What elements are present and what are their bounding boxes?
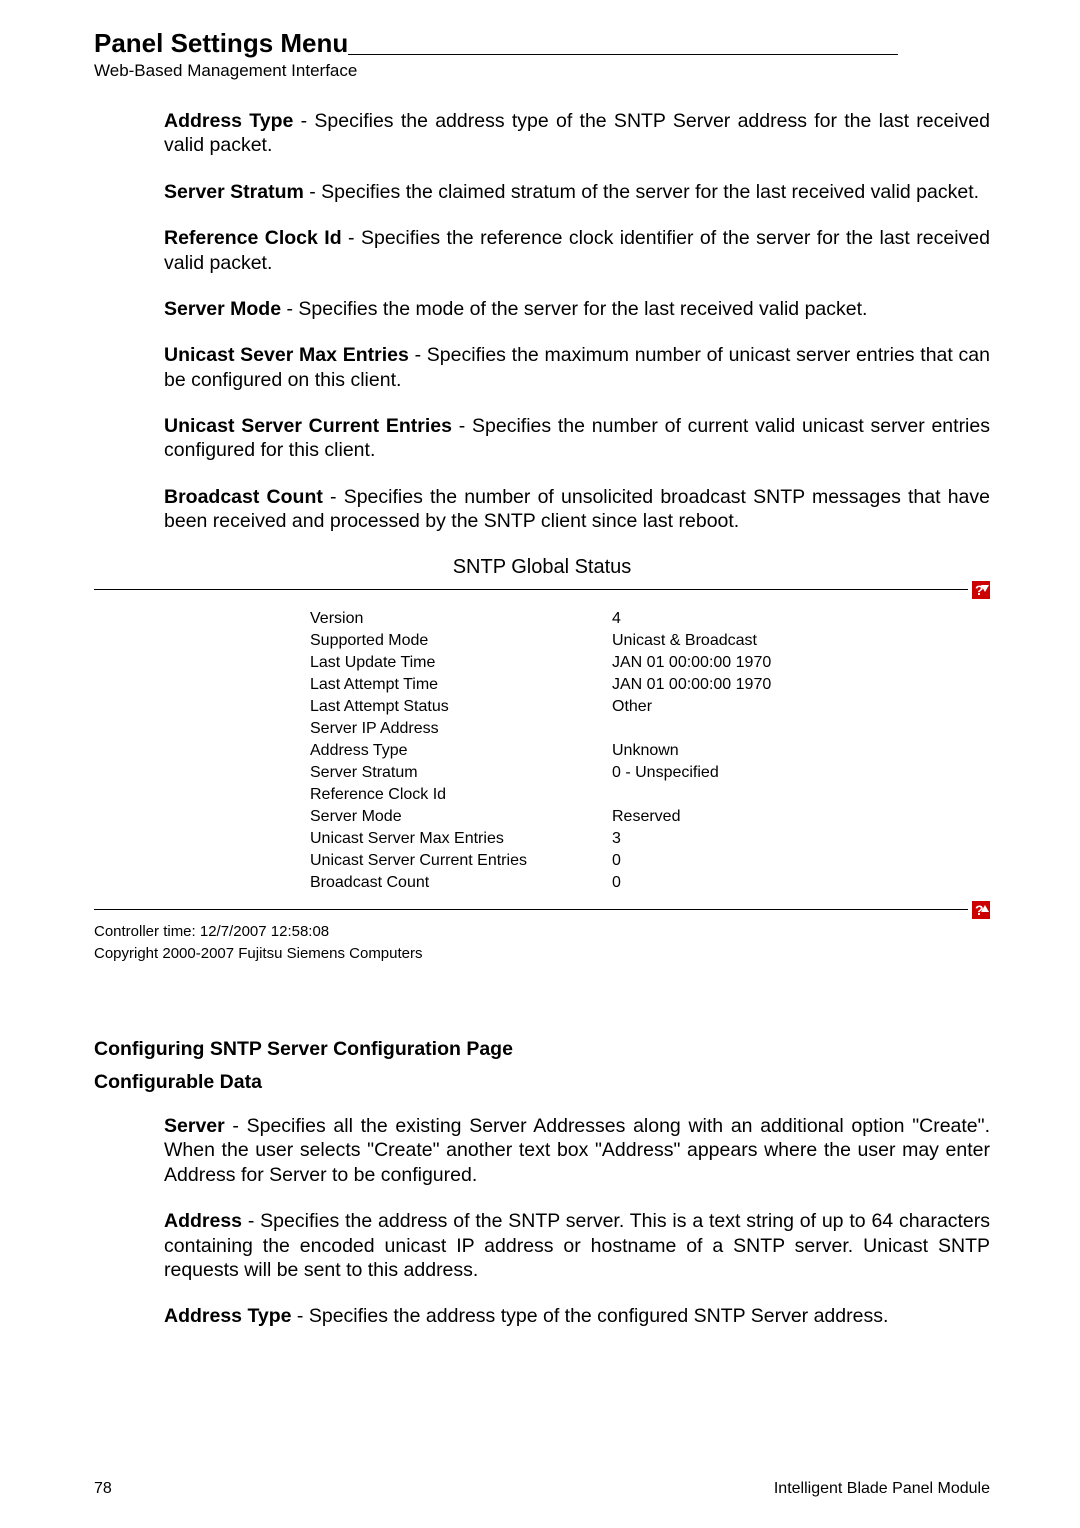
status-value: 0 - Unspecified xyxy=(612,763,771,783)
definition-term: Address xyxy=(164,1210,242,1232)
definition-item: Address Type - Specifies the address typ… xyxy=(164,1304,990,1328)
status-key: Server Stratum xyxy=(310,763,610,783)
table-row: Address TypeUnknown xyxy=(310,741,771,761)
definition-term: Unicast Sever Max Entries xyxy=(164,344,409,366)
arrow-up-icon xyxy=(981,905,989,912)
status-key: Broadcast Count xyxy=(310,873,610,893)
page-title-underline: ______________________________________ xyxy=(348,28,897,58)
status-value: Reserved xyxy=(612,807,771,827)
definition-term: Server Stratum xyxy=(164,181,304,203)
definition-item: Broadcast Count - Specifies the number o… xyxy=(164,485,990,534)
definition-term: Address Type xyxy=(164,1305,292,1327)
definition-item: Server - Specifies all the existing Serv… xyxy=(164,1114,990,1187)
status-key: Version xyxy=(310,609,610,629)
status-value: JAN 01 00:00:00 1970 xyxy=(612,675,771,695)
status-value: Unknown xyxy=(612,741,771,761)
definition-text: - Specifies the claimed stratum of the s… xyxy=(304,181,979,203)
status-key: Address Type xyxy=(310,741,610,761)
definition-term: Address Type xyxy=(164,110,293,132)
status-key: Unicast Server Current Entries xyxy=(310,851,610,871)
status-value: 0 xyxy=(612,851,771,871)
status-title: SNTP Global Status xyxy=(94,556,990,579)
definition-term: Server Mode xyxy=(164,298,281,320)
definition-text: - Specifies the address of the SNTP serv… xyxy=(164,1210,990,1281)
table-row: Server Stratum0 - Unspecified xyxy=(310,763,771,783)
definition-item: Unicast Server Current Entries - Specifi… xyxy=(164,414,990,463)
arrow-down-icon xyxy=(981,585,989,592)
page-number: 78 xyxy=(94,1480,112,1498)
copyright-line: Copyright 2000-2007 Fujitsu Siemens Comp… xyxy=(94,945,990,964)
page-title: Panel Settings Menu_____________________… xyxy=(94,28,990,59)
hr-line xyxy=(94,909,968,910)
definition-item: Server Mode - Specifies the mode of the … xyxy=(164,297,990,321)
table-row: Last Attempt StatusOther xyxy=(310,697,771,717)
section-subheading: Configurable Data xyxy=(94,1071,990,1094)
definition-item: Unicast Sever Max Entries - Specifies th… xyxy=(164,343,990,392)
status-value: 4 xyxy=(612,609,771,629)
status-value: Other xyxy=(612,697,771,717)
help-down-icon[interactable]: ? xyxy=(972,581,990,599)
table-row: Server ModeReserved xyxy=(310,807,771,827)
definition-item: Address Type - Specifies the address typ… xyxy=(164,109,990,158)
definition-item: Address - Specifies the address of the S… xyxy=(164,1209,990,1282)
table-row: Server IP Address xyxy=(310,719,771,739)
status-key: Last Attempt Status xyxy=(310,697,610,717)
table-row: Supported ModeUnicast & Broadcast xyxy=(310,631,771,651)
status-value: JAN 01 00:00:00 1970 xyxy=(612,653,771,673)
status-key: Unicast Server Max Entries xyxy=(310,829,610,849)
definition-term: Server xyxy=(164,1115,225,1137)
table-row: Last Update TimeJAN 01 00:00:00 1970 xyxy=(310,653,771,673)
definition-term: Broadcast Count xyxy=(164,486,323,508)
definition-text: - Specifies all the existing Server Addr… xyxy=(164,1115,990,1186)
config-data-block: Server - Specifies all the existing Serv… xyxy=(164,1114,990,1329)
status-value: 0 xyxy=(612,873,771,893)
definition-item: Reference Clock Id - Specifies the refer… xyxy=(164,226,990,275)
help-up-icon[interactable]: ? xyxy=(972,901,990,919)
page-subtitle: Web-Based Management Interface xyxy=(94,61,990,81)
status-key: Supported Mode xyxy=(310,631,610,651)
status-key: Last Attempt Time xyxy=(310,675,610,695)
status-value xyxy=(612,719,771,739)
status-table: Version4 Supported ModeUnicast & Broadca… xyxy=(308,607,773,895)
definition-term: Reference Clock Id xyxy=(164,227,342,249)
status-key: Last Update Time xyxy=(310,653,610,673)
definition-text: - Specifies the mode of the server for t… xyxy=(281,298,867,320)
page-title-text: Panel Settings Menu xyxy=(94,28,348,58)
section-heading: Configuring SNTP Server Configuration Pa… xyxy=(94,1038,990,1061)
table-row: Reference Clock Id xyxy=(310,785,771,805)
hr-line xyxy=(94,589,968,590)
status-value: Unicast & Broadcast xyxy=(612,631,771,651)
table-row: Version4 xyxy=(310,609,771,629)
status-key: Reference Clock Id xyxy=(310,785,610,805)
footer-text: Intelligent Blade Panel Module xyxy=(774,1480,990,1498)
definition-item: Server Stratum - Specifies the claimed s… xyxy=(164,180,990,204)
table-row: Broadcast Count0 xyxy=(310,873,771,893)
controller-time: Controller time: 12/7/2007 12:58:08 xyxy=(94,923,990,942)
status-key: Server Mode xyxy=(310,807,610,827)
definition-term: Unicast Server Current Entries xyxy=(164,415,452,437)
status-top-rule: ? xyxy=(94,581,990,599)
status-value: 3 xyxy=(612,829,771,849)
definitions-block: Address Type - Specifies the address typ… xyxy=(164,109,990,534)
status-value xyxy=(612,785,771,805)
status-key: Server IP Address xyxy=(310,719,610,739)
table-row: Unicast Server Max Entries3 xyxy=(310,829,771,849)
table-row: Last Attempt TimeJAN 01 00:00:00 1970 xyxy=(310,675,771,695)
status-bottom-rule: ? xyxy=(94,901,990,919)
table-row: Unicast Server Current Entries0 xyxy=(310,851,771,871)
definition-text: - Specifies the address type of the conf… xyxy=(292,1305,889,1327)
page-footer: 78 Intelligent Blade Panel Module xyxy=(94,1480,990,1498)
